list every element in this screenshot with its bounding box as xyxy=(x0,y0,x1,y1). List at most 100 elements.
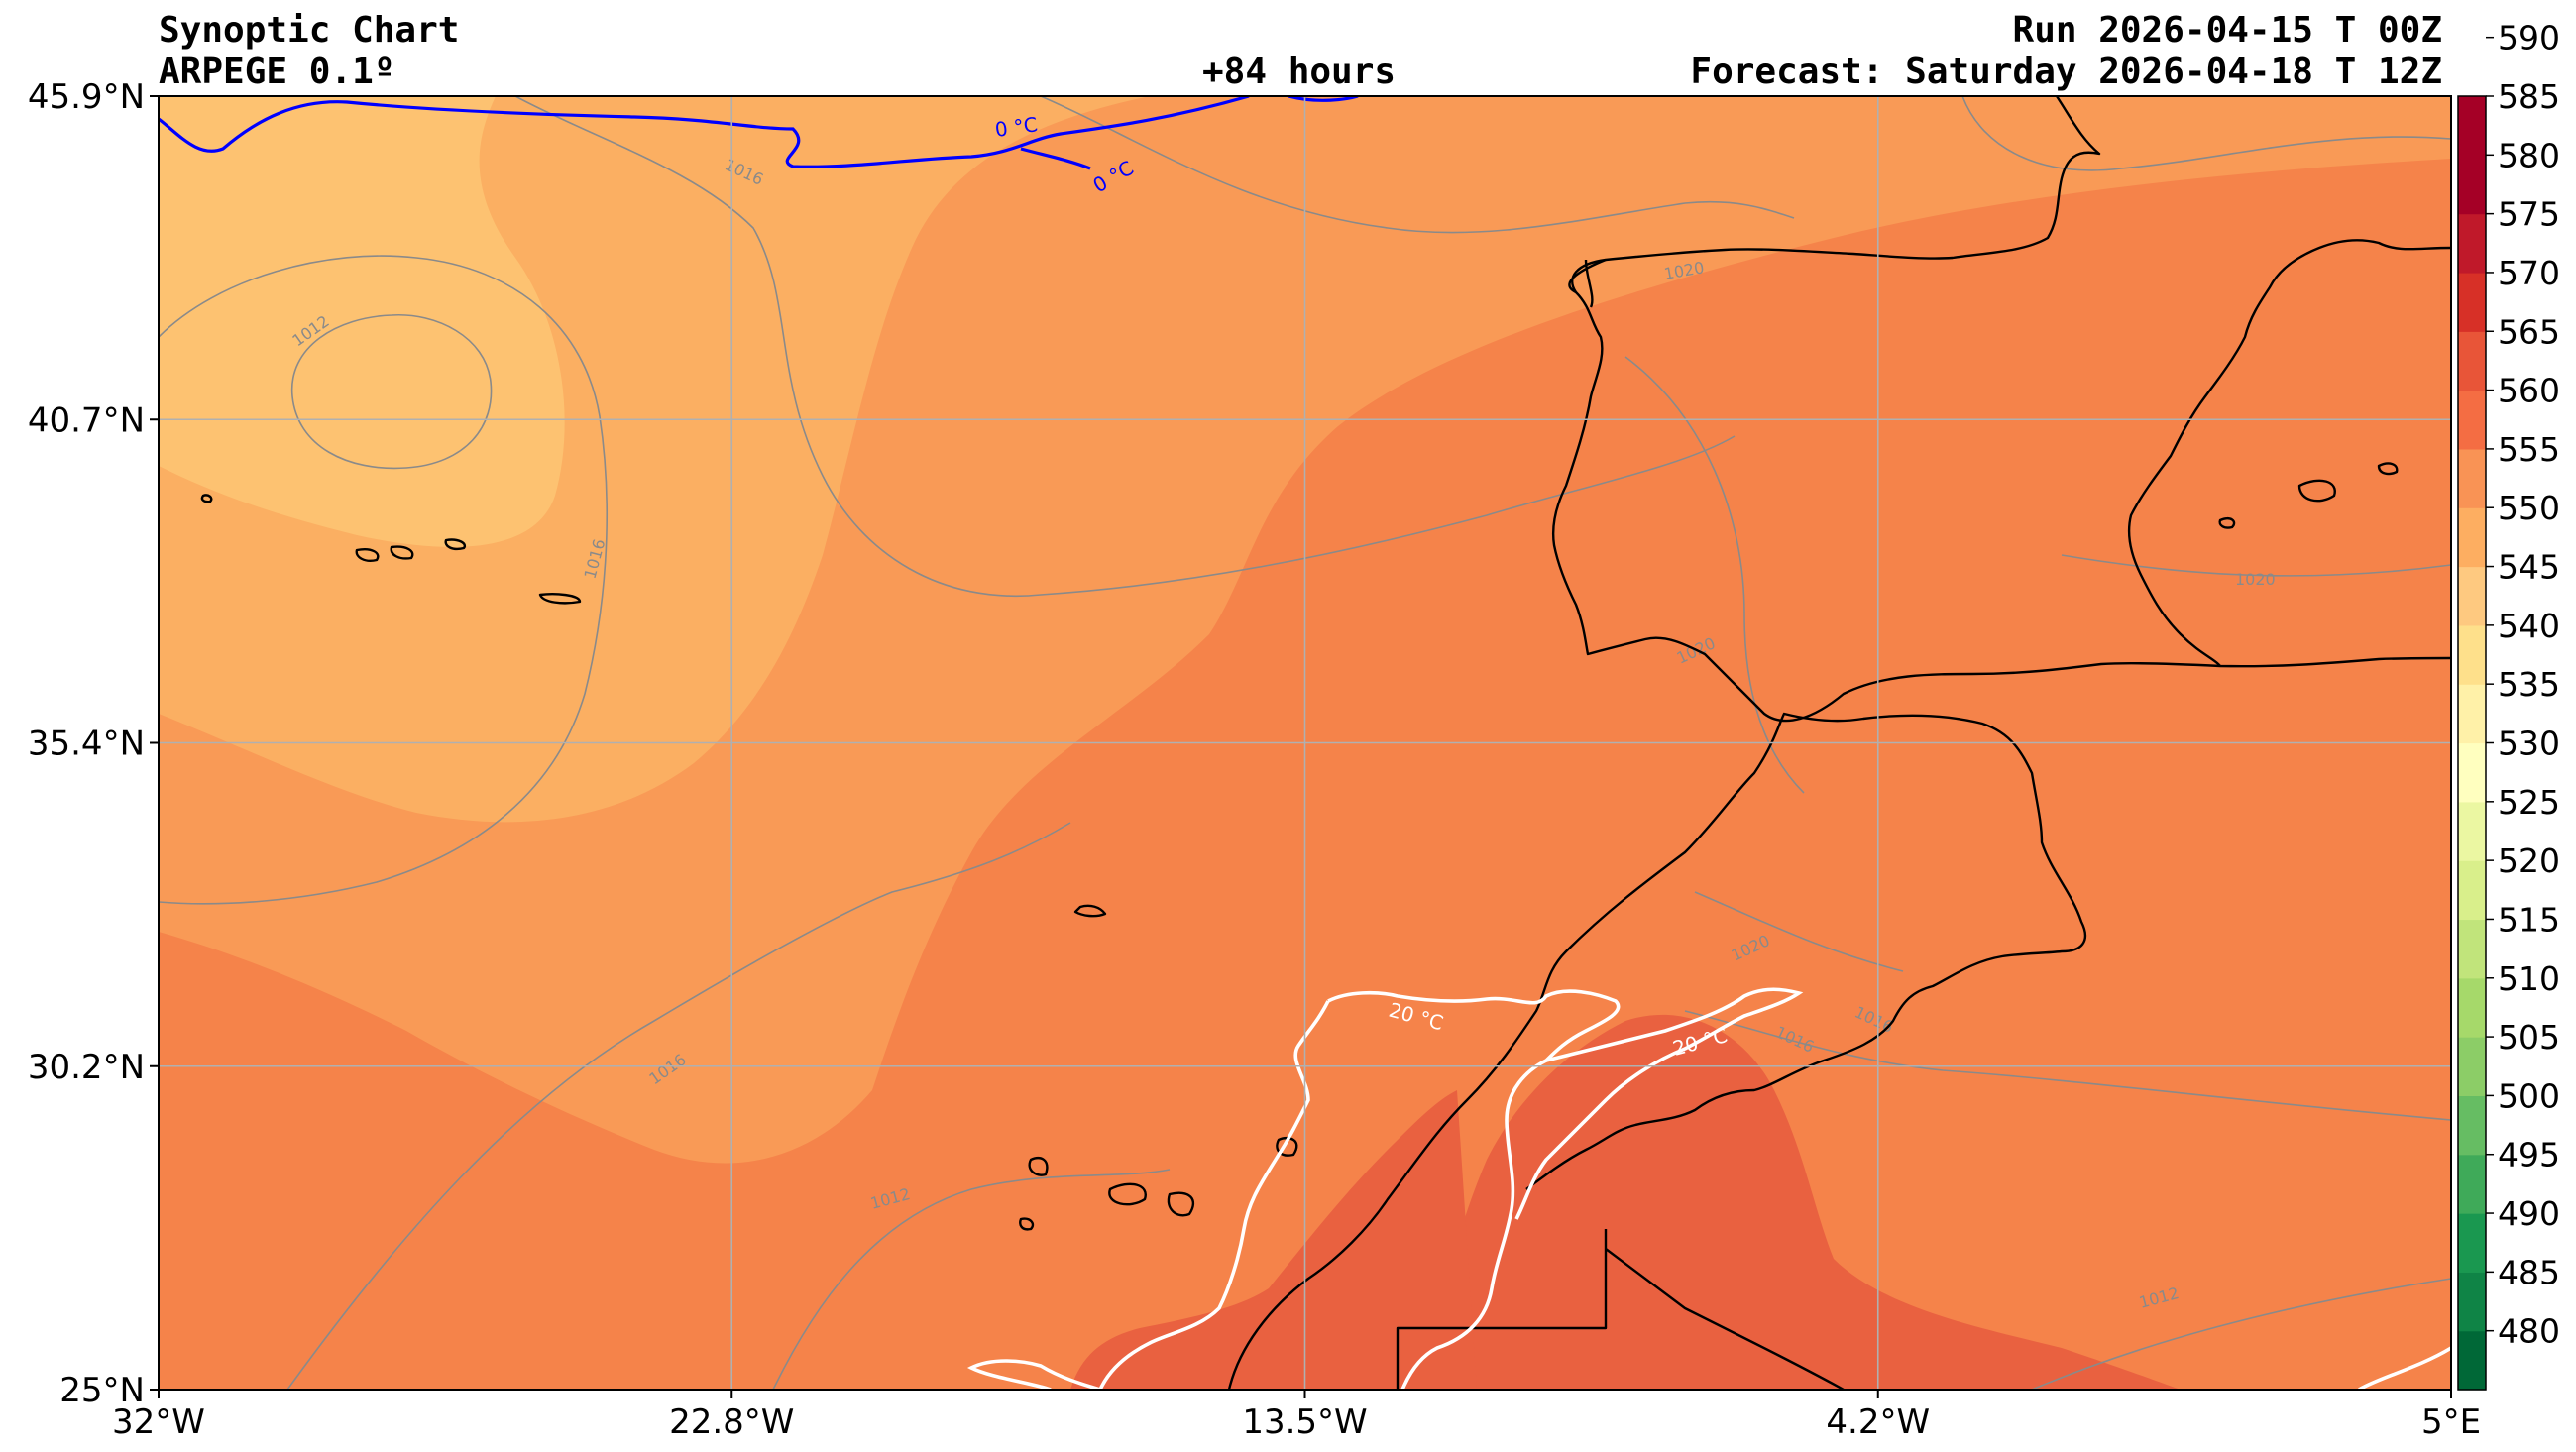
colorbar-swatch xyxy=(2458,1330,2486,1391)
isobar-1016-north xyxy=(514,96,1736,597)
isobars xyxy=(159,96,2451,1390)
colorbar-label: 500 xyxy=(2498,1076,2560,1115)
colorbar-swatch xyxy=(2458,624,2486,685)
isobar-1016-south xyxy=(286,822,1071,1390)
x-tick-label: 13.5°W xyxy=(1242,1402,1367,1442)
chart-title: Synoptic Chart xyxy=(159,10,460,51)
colorbar-swatch xyxy=(2458,1095,2486,1156)
colorbar-swatch xyxy=(2458,742,2486,803)
colorbar-label: 550 xyxy=(2498,489,2560,527)
isobar-1020-top xyxy=(1961,96,2451,171)
isobar-1016-ring xyxy=(159,255,608,905)
isobar-label: 1020 xyxy=(2235,570,2276,589)
colorbar-swatch xyxy=(2458,860,2486,921)
isobar-1012-east xyxy=(2031,1278,2451,1390)
isotherm-20 xyxy=(966,987,2451,1390)
y-tick-label: 30.2°N xyxy=(28,1048,145,1087)
y-tick-label: 25°N xyxy=(59,1371,145,1410)
colorbar-swatch xyxy=(2458,213,2486,274)
colorbar-label: 515 xyxy=(2498,900,2560,939)
lead-time-label: +84 hours xyxy=(1202,52,1397,92)
isobar-1020-africa xyxy=(1694,891,1904,972)
african-interior-border xyxy=(1396,1229,1845,1390)
colorbar-swatch xyxy=(2458,1213,2486,1273)
colorbar-label: 565 xyxy=(2498,312,2560,351)
map-area: 1012 1012 1016 1016 1016 1020 1020 1020 … xyxy=(159,96,2451,1390)
colorbar-label: 545 xyxy=(2498,548,2560,587)
iberia-east-coast xyxy=(2127,239,2451,667)
isobar-1016-africa xyxy=(1684,1010,2451,1121)
colorbar-swatch xyxy=(2458,801,2486,861)
colorbar-label: 570 xyxy=(2498,254,2560,292)
y-axis: 45.9°N 40.7°N 35.4°N 30.2°N 25°N xyxy=(28,77,159,1410)
isobar-1020-med xyxy=(2061,554,2451,577)
isotherm-label-freezing: 0 °C xyxy=(993,112,1039,142)
coastlines xyxy=(200,96,2451,1390)
y-tick-label: 40.7°N xyxy=(28,400,145,440)
forecast-label: Forecast: Saturday 2026-04-18 T 12Z xyxy=(1690,52,2442,92)
bay-of-biscay xyxy=(1568,258,1607,308)
canary-4 xyxy=(1167,1191,1195,1217)
gridlines xyxy=(159,96,2451,1390)
azores-3 xyxy=(444,538,467,551)
band-575-580-left xyxy=(159,1338,208,1390)
madeira xyxy=(1019,1217,1035,1231)
colorbar-label: 585 xyxy=(2498,77,2560,116)
colorbar-swatch xyxy=(2458,448,2486,508)
colorbar-swatch xyxy=(2458,684,2486,744)
x-tick-label: 22.8°W xyxy=(669,1402,794,1442)
colorbar-swatch xyxy=(2458,96,2486,156)
isobar-1012-south xyxy=(772,1169,1171,1390)
colorbar-swatch xyxy=(2458,977,2486,1038)
colorbar-label: 520 xyxy=(2498,841,2560,880)
colorbar-label: 505 xyxy=(2498,1018,2560,1057)
canary-2 xyxy=(1028,1156,1049,1176)
colorbar-label: 555 xyxy=(2498,430,2560,469)
colorbar-swatch xyxy=(2458,919,2486,979)
colorbar-label: 480 xyxy=(2498,1312,2560,1351)
run-label: Run 2026-04-15 T 00Z xyxy=(2012,10,2442,51)
canary-3 xyxy=(1108,1182,1147,1206)
colorbar-swatch xyxy=(2458,331,2486,391)
balearics-ibiza xyxy=(2218,516,2236,529)
colorbar-label: 560 xyxy=(2498,372,2560,410)
x-tick-label: 32°W xyxy=(112,1402,205,1442)
band-580-585 xyxy=(1427,1014,2181,1390)
colorbar-swatch xyxy=(2458,566,2486,626)
colorbar-label: 590 xyxy=(2498,19,2560,57)
colorbar-label: 525 xyxy=(2498,783,2560,822)
model-label: ARPEGE 0.1º xyxy=(159,52,395,92)
y-tick-label: 45.9°N xyxy=(28,77,145,117)
canary-1 xyxy=(1073,904,1107,918)
colorbar-swatch xyxy=(2458,272,2486,332)
colorbar-label: 535 xyxy=(2498,665,2560,704)
x-axis: 32°W 22.8°W 13.5°W 4.2°W 5°E xyxy=(112,1390,2481,1442)
colorbar-label: 575 xyxy=(2498,195,2560,234)
colorbar-label: 580 xyxy=(2498,136,2560,174)
colorbar-label: 495 xyxy=(2498,1136,2560,1174)
balearics-mallorca xyxy=(2297,479,2336,503)
y-tick-label: 35.4°N xyxy=(28,725,145,764)
isobar-1020-north xyxy=(1040,96,1795,234)
colorbar-swatch xyxy=(2458,390,2486,450)
x-tick-label: 4.2°W xyxy=(1826,1402,1930,1442)
balearics-menorca xyxy=(2377,462,2399,476)
iberia-coast xyxy=(1552,96,2451,723)
azores-5 xyxy=(200,494,213,503)
azores-2 xyxy=(390,545,414,560)
colorbar-label: 540 xyxy=(2498,607,2560,645)
band-555-560 xyxy=(159,96,565,547)
band-580-585-b xyxy=(1070,1090,1477,1390)
azores-4 xyxy=(538,593,582,605)
colorbar-swatch xyxy=(2458,155,2486,215)
africa-coast xyxy=(1227,712,2087,1390)
colorbar-swatch xyxy=(2458,1154,2486,1214)
colorbar-label: 510 xyxy=(2498,959,2560,998)
colorbar: 480 485 490 495 500 505 510 515 520 525 530 535 540 5… xyxy=(2457,19,2560,1391)
colorbar-label: 530 xyxy=(2498,725,2560,763)
colorbar-swatch xyxy=(2458,507,2486,568)
colorbar-label: 490 xyxy=(2498,1194,2560,1233)
colorbar-label: 485 xyxy=(2498,1253,2560,1291)
colorbar-swatch xyxy=(2458,1037,2486,1097)
